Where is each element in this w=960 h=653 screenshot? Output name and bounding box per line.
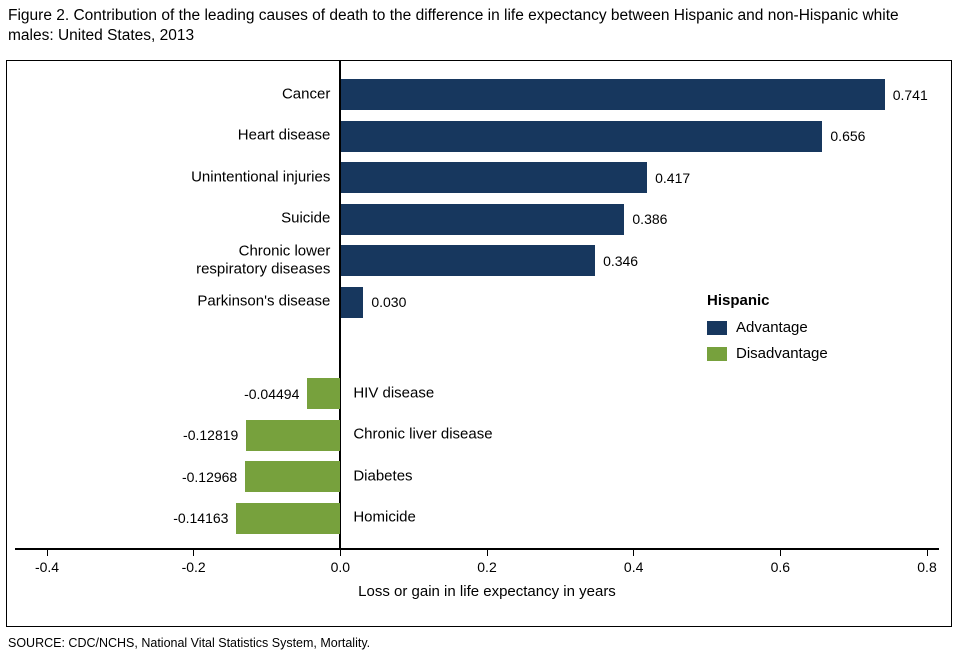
bar-hiv-disease	[307, 378, 341, 409]
legend-swatch-disadvantage	[707, 346, 727, 361]
value-label: 0.741	[892, 86, 928, 103]
category-label: Chronic lower respiratory diseases	[196, 241, 331, 278]
x-tick-label: 0.0	[330, 559, 351, 575]
x-axis-title: Loss or gain in life expectancy in years	[358, 583, 616, 600]
x-tick-label: 0.2	[477, 559, 497, 575]
x-tick-mark	[486, 550, 488, 556]
bar-unintentional-injuries	[341, 162, 648, 193]
chart-frame: -0.4 -0.2 0.0 0.2 0.4 0.6 0.8 Cancer 0.741 Heart …	[6, 60, 952, 627]
legend-swatch-advantage	[707, 320, 727, 335]
value-label: 0.346	[603, 252, 639, 269]
value-label: -0.14163	[173, 510, 229, 526]
x-tick-mark	[193, 550, 195, 556]
value-label: -0.04494	[244, 385, 300, 402]
bar-parkinson-s-disease	[341, 286, 364, 318]
bar-suicide	[341, 203, 625, 235]
bar-cancer	[341, 79, 885, 110]
source-note: SOURCE: CDC/NCHS, National Vital Statist…	[8, 636, 371, 650]
x-tick-mark	[926, 550, 928, 556]
bar-chronic-lower-respiratory-diseases	[341, 245, 596, 276]
x-tick-label: -0.2	[181, 559, 206, 575]
value-label: 0.030	[371, 294, 407, 310]
bar-homicide	[236, 502, 341, 534]
legend: Hispanic Advantage Disadvantage	[707, 292, 828, 371]
value-label: -0.12968	[181, 468, 238, 485]
x-axis-line	[15, 548, 939, 550]
bar-chronic-liver-disease	[246, 419, 341, 451]
x-tick-mark	[46, 550, 48, 556]
x-tick-label: 0.8	[917, 559, 937, 575]
x-tick-label: 0.6	[770, 559, 791, 575]
category-label: Diabetes	[353, 467, 413, 485]
legend-entry-disadvantage: Disadvantage	[707, 345, 828, 362]
plot-area: -0.4 -0.2 0.0 0.2 0.4 0.6 0.8 Cancer 0.741 Heart …	[7, 61, 951, 626]
x-tick-mark	[779, 550, 781, 556]
category-label: Cancer	[281, 85, 331, 103]
value-label: 0.386	[632, 211, 668, 227]
x-tick-label: 0.4	[623, 559, 644, 575]
category-label: Parkinson's disease	[197, 292, 331, 310]
legend-label-advantage: Advantage	[736, 319, 808, 336]
x-tick-mark	[633, 550, 635, 556]
category-label: Chronic liver disease	[353, 425, 493, 443]
value-label: 0.417	[655, 169, 691, 186]
category-label: Suicide	[281, 209, 331, 227]
legend-label-disadvantage: Disadvantage	[736, 345, 828, 362]
bar-diabetes	[245, 461, 341, 492]
figure-title: Figure 2. Contribution of the leading ca…	[8, 7, 899, 45]
category-label: HIV disease	[353, 384, 435, 402]
category-label: Heart disease	[237, 126, 331, 144]
legend-entry-advantage: Advantage	[707, 319, 828, 336]
legend-title: Hispanic	[707, 292, 770, 309]
x-tick-label: -0.4	[34, 559, 60, 575]
value-label: 0.656	[830, 128, 866, 144]
x-tick-mark	[339, 550, 341, 556]
category-label: Homicide	[353, 508, 416, 526]
zero-axis-line	[339, 61, 342, 550]
bar-heart-disease	[341, 120, 823, 152]
legend-entries: Advantage Disadvantage	[707, 319, 828, 362]
value-label: -0.12819	[183, 427, 239, 443]
category-label: Unintentional injuries	[191, 168, 331, 186]
